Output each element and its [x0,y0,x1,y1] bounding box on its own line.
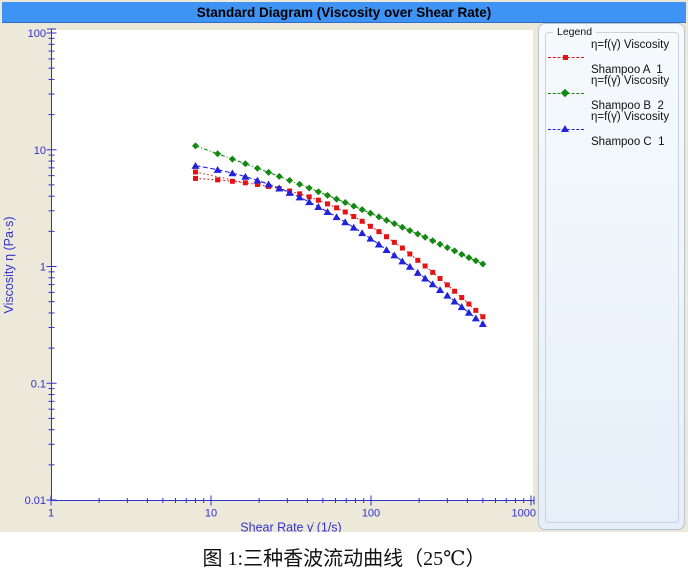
svg-text:1: 1 [40,262,46,274]
legend-label-shampoo-a: η=f(γ̇) Viscosity Shampoo A 1 [591,39,669,77]
series-shampoo-b[interactable] [191,142,487,268]
svg-text:0.1: 0.1 [31,378,46,390]
green-diamond-marker-icon [560,88,570,97]
chart-title-bar: Standard Diagram (Viscosity over Shear R… [2,2,686,23]
x-axis-title: Shear Rate γ̇ (1/s) [240,521,341,533]
legend-label-line1: η=f(γ̇) Viscosity [591,110,670,123]
legend-entry-shampoo-b[interactable]: η=f(γ̇) Viscosity Shampoo B 2 [548,75,676,112]
tick-labels: 1 10 100 1000 100 10 1 0.1 0.01 [25,28,536,520]
legend-sample-shampoo-a [548,46,584,70]
blue-triangle-marker-icon [561,124,569,132]
legend-label-shampoo-b: η=f(γ̇) Viscosity Shampoo B 2 [591,75,669,113]
y-axis-title: Viscosity η (Pa·s) [2,216,16,313]
figure-caption: 图 1:三种香波流动曲线（25℃） [202,548,486,570]
plot-area [51,30,533,501]
svg-text:10: 10 [34,145,46,157]
figure-caption-area: 图 1:三种香波流动曲线（25℃） [0,532,688,581]
legend-label-line2: Shampoo B 2 [591,99,664,112]
svg-text:1: 1 [48,508,54,520]
svg-text:100: 100 [362,508,380,520]
chart-widget: Standard Diagram (Viscosity over Shear R… [0,0,688,532]
legend-title: Legend [553,26,597,38]
plot-svg: 1 10 100 1000 100 10 1 0.1 0.01 Shear Rate γ̇ (1/… [2,28,536,533]
chart-title: Standard Diagram (Viscosity over Shear R… [196,4,492,20]
legend-entry-shampoo-c[interactable]: η=f(γ̇) Viscosity Shampoo C 1 [548,111,676,148]
series-shampoo-c[interactable] [191,161,487,328]
legend-panel: Legend η=f(γ̇) Viscosity Shampoo A 1 [538,23,685,530]
legend-label-line1: η=f(γ̇) Viscosity [591,38,670,51]
svg-text:0.01: 0.01 [25,495,46,507]
svg-text:10: 10 [205,508,217,520]
legend-label-line2: Shampoo A 1 [591,63,663,76]
axes [46,28,535,506]
legend-groupbox: Legend η=f(γ̇) Viscosity Shampoo A 1 [545,26,679,523]
legend-entry-shampoo-a[interactable]: η=f(γ̇) Viscosity Shampoo A 1 [548,39,676,76]
red-square-marker-icon [563,54,568,60]
legend-entries: η=f(γ̇) Viscosity Shampoo A 1 η=f(γ̇) Vi… [548,39,676,153]
svg-text:1000: 1000 [512,508,536,520]
legend-label-shampoo-c: η=f(γ̇) Viscosity Shampoo C 1 [591,111,669,149]
legend-sample-shampoo-b [548,82,584,106]
legend-label-line2: Shampoo C 1 [591,135,665,148]
legend-label-line1: η=f(γ̇) Viscosity [591,74,670,87]
legend-sample-shampoo-c [548,118,584,142]
svg-text:100: 100 [28,28,46,40]
